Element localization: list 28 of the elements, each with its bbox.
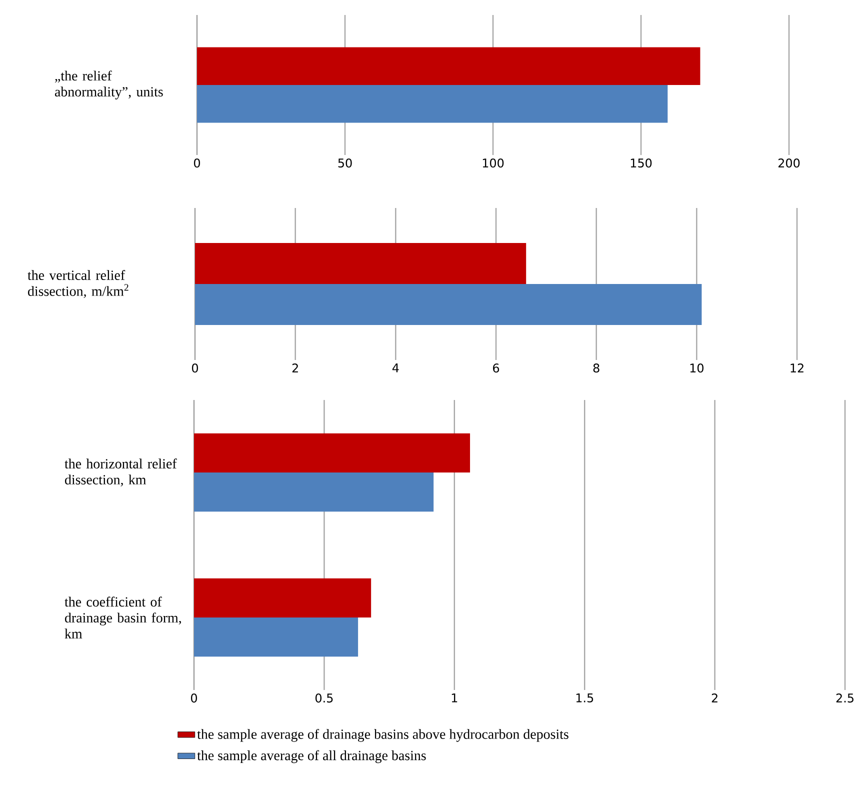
y-tick-label: the horizontal relief dissection, km — [64, 458, 177, 486]
x-tick-label: 0 — [190, 694, 198, 703]
x-tick-label: 0.5 — [315, 694, 333, 703]
x-tick-label: 1 — [452, 694, 458, 702]
bar — [194, 433, 470, 472]
x-tick-label: 8 — [593, 364, 600, 373]
x-tick-label: 100 — [482, 158, 504, 168]
x-tick-label: 0 — [192, 364, 198, 373]
legend-label: the sample average of drainage basins above hydrocarbon deposits — [197, 728, 568, 742]
x-tick-label: 2 — [292, 364, 298, 372]
x-tick-label: 6 — [493, 364, 500, 373]
y-tick-label: the vertical relief dissection, m/km$^{2}$ — [28, 270, 128, 298]
x-tick-label: 200 — [778, 158, 800, 168]
x-tick-label: 150 — [630, 158, 652, 168]
bar — [194, 578, 372, 618]
bar — [194, 618, 358, 657]
x-tick-label: 4 — [392, 364, 399, 372]
x-tick-label: 0 — [194, 158, 200, 168]
legend-label: the sample average of all drainage basins — [197, 750, 426, 764]
x-tick-label: 12 — [790, 364, 804, 372]
x-tick-label: 50 — [338, 158, 352, 168]
bar — [194, 472, 434, 512]
x-tick-label: 2 — [712, 694, 718, 702]
x-tick-label: 10 — [690, 364, 704, 373]
x-tick-label: 1.5 — [576, 694, 594, 702]
y-tick-label: „the relief abnormality”, units — [54, 70, 163, 100]
y-tick-label: the coefficient of drainage basin form, km — [64, 596, 181, 638]
x-tick-label: 2.5 — [836, 694, 854, 703]
